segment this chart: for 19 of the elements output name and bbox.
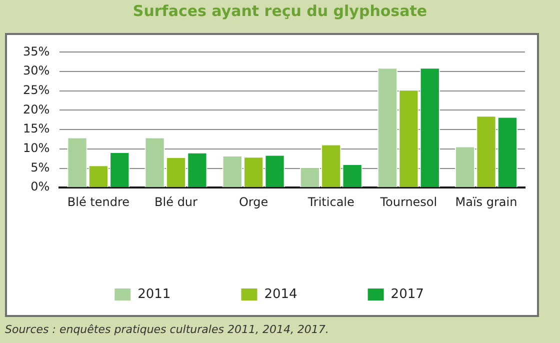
x-tick-label: Triticale <box>306 194 354 209</box>
y-tick-label: 5% <box>30 160 50 174</box>
source-note: Sources : enquêtes pratiques culturales 2011, 2014, 2017. <box>5 323 329 336</box>
y-tick-label: 35% <box>23 44 50 58</box>
y-tick-label: 15% <box>23 122 50 136</box>
x-tick-label: Maïs grain <box>455 194 518 209</box>
y-tick-label: 0% <box>30 180 50 194</box>
x-tick-label: Blé dur <box>154 194 198 209</box>
legend-label: 2017 <box>390 286 424 302</box>
chart-title: Surfaces ayant reçu du glyphosate <box>132 2 428 20</box>
y-tick-label: 25% <box>23 83 50 98</box>
y-tick-label: 10% <box>23 141 50 156</box>
y-tick-label: 20% <box>23 102 50 116</box>
x-tick-label: Blé tendre <box>67 194 130 209</box>
x-tick-label: Orge <box>238 194 268 209</box>
legend-label: 2014 <box>264 286 298 302</box>
y-tick-label: 30% <box>23 64 50 78</box>
legend-label: 2011 <box>138 286 171 302</box>
x-tick-label: Tournesol <box>379 194 438 209</box>
